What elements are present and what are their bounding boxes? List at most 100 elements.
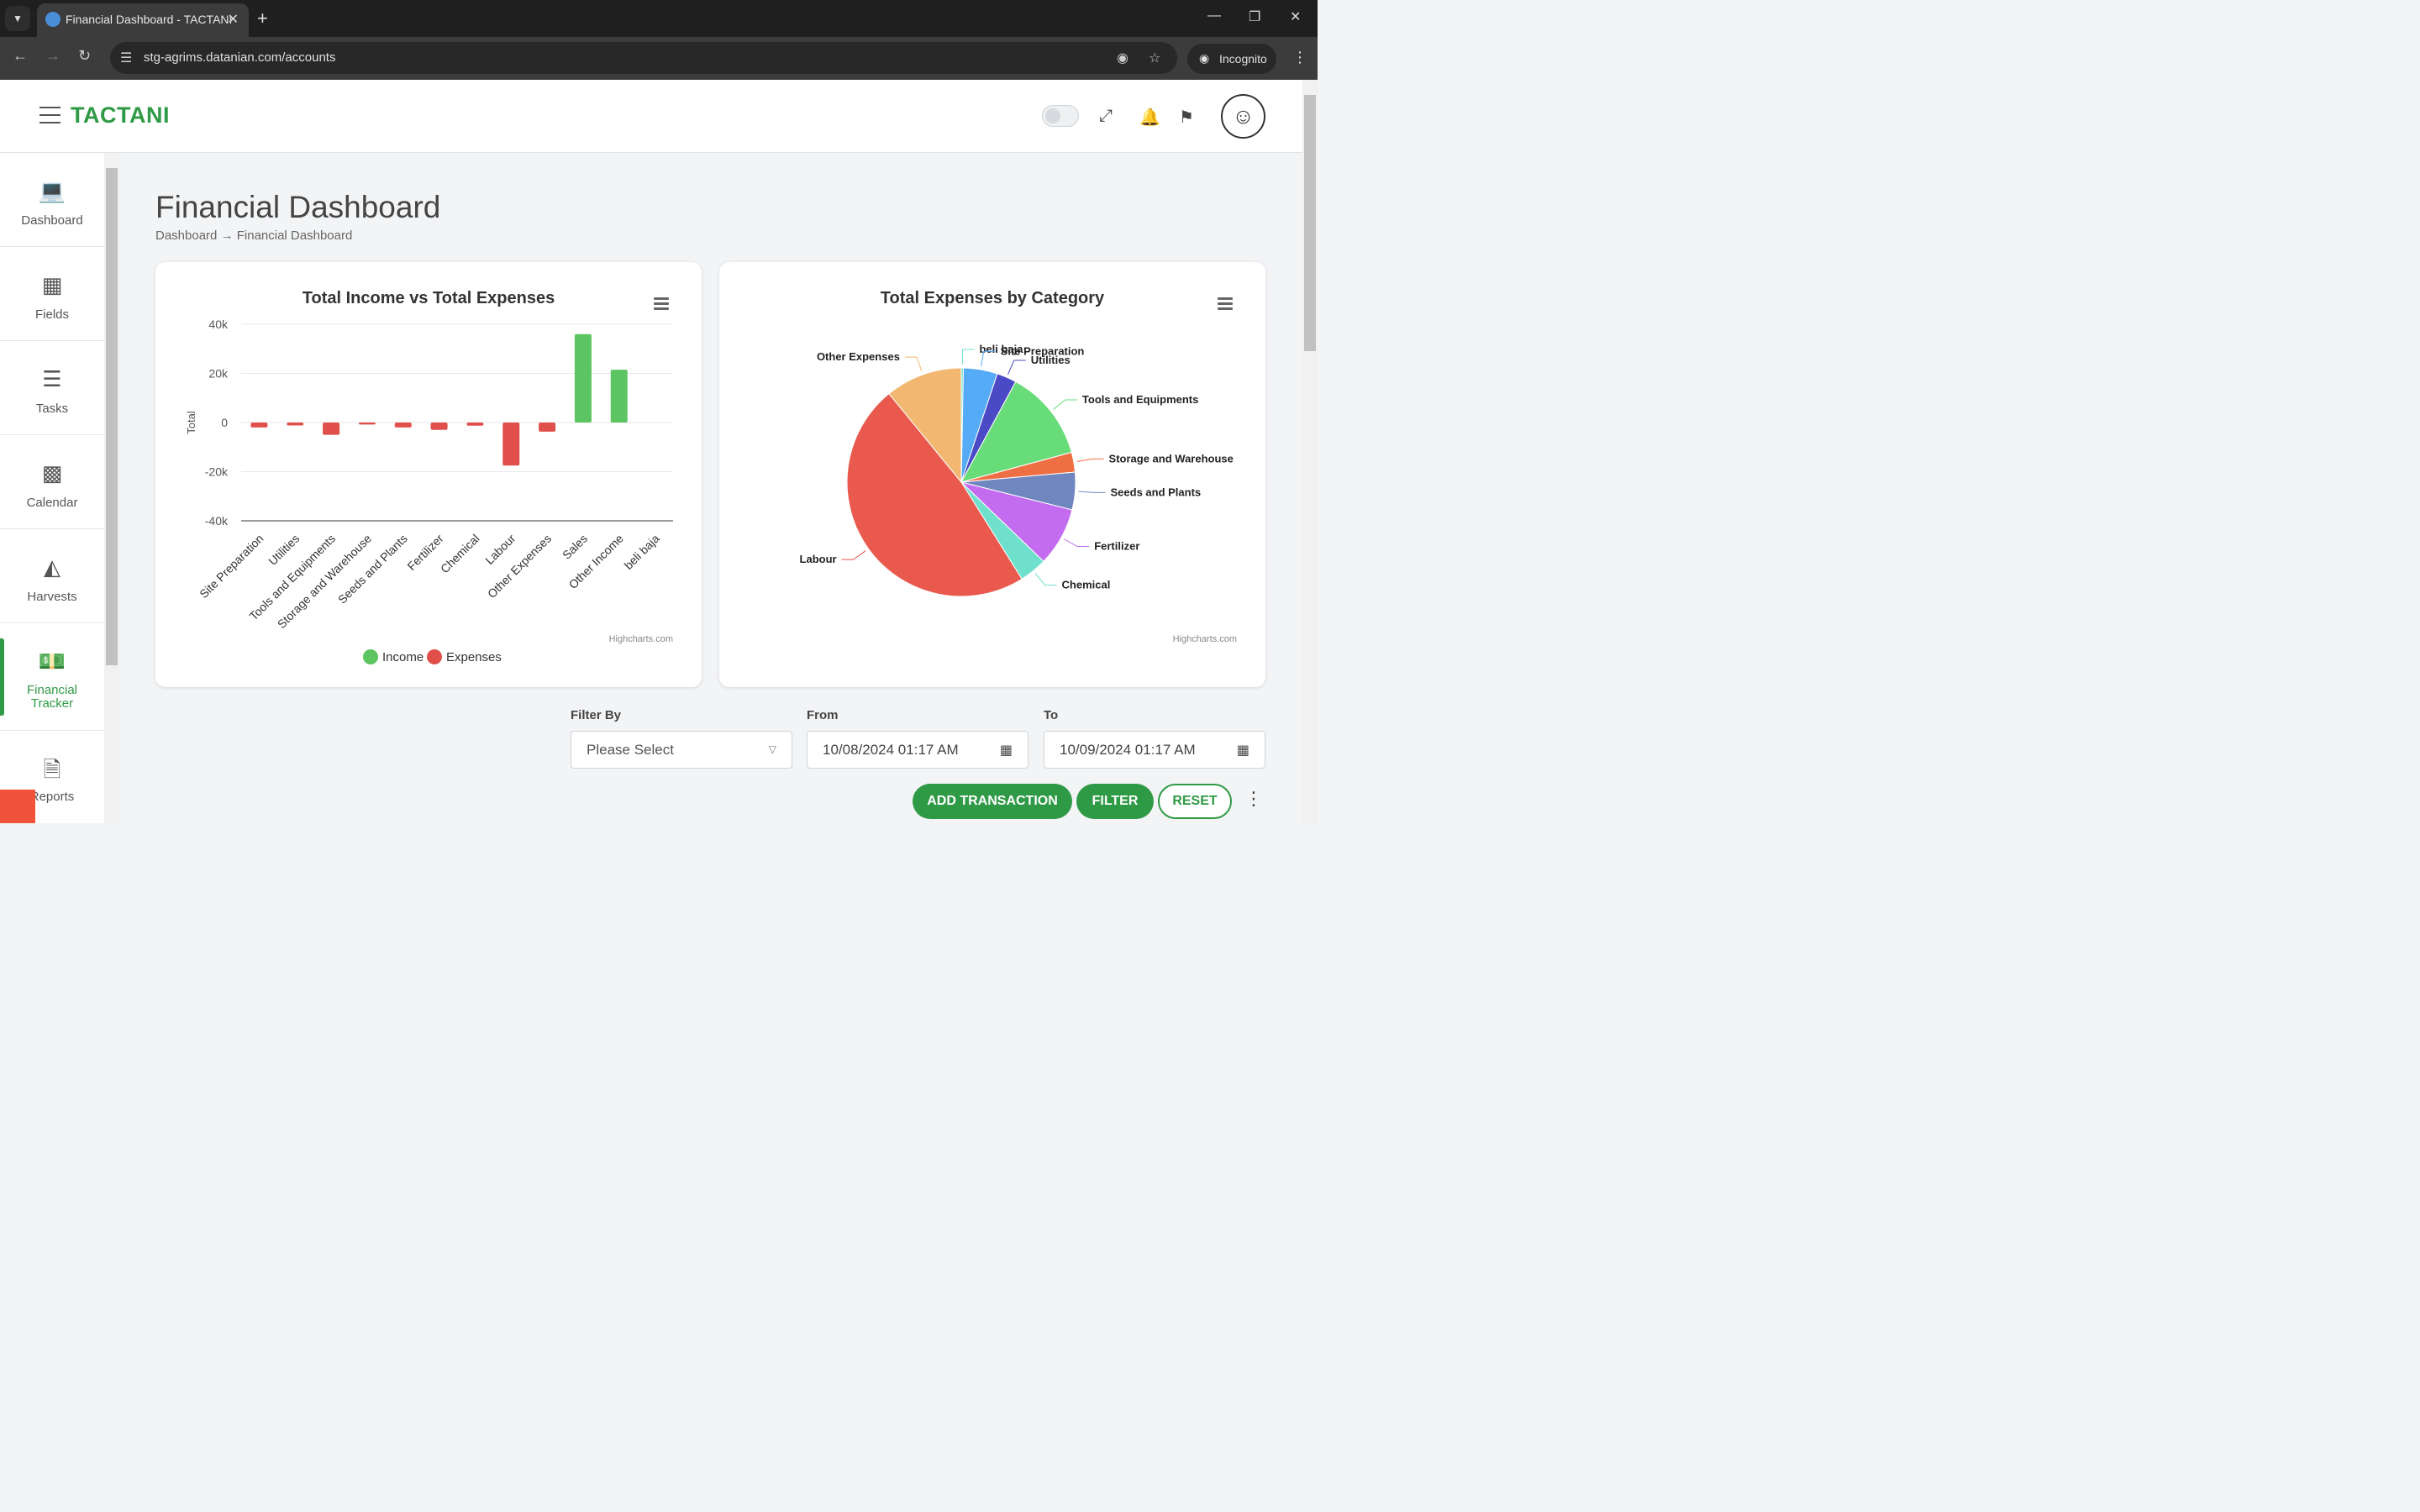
bar	[502, 423, 520, 466]
restore-icon[interactable]: ❐	[1249, 10, 1261, 24]
calendar-picker-icon[interactable]: ▦	[1236, 743, 1249, 758]
forward-icon[interactable]: →	[45, 47, 60, 64]
income-expenses-chart: Total Income vs Total Expenses 40k 20k 0 -20…	[185, 289, 673, 664]
minimize-icon[interactable]: —	[1207, 8, 1221, 23]
report-icon: 🗎	[43, 757, 61, 782]
filter-button[interactable]: FILTER	[1076, 784, 1154, 819]
chart-menu-line	[654, 302, 669, 305]
theme-toggle[interactable]	[1042, 105, 1079, 127]
new-tab-icon[interactable]: +	[257, 8, 268, 29]
from-datetime-input[interactable]: 10/08/2024 01:17 AM ▦	[807, 731, 1028, 769]
x-tick-label: Chemical	[438, 532, 482, 576]
breadcrumb-link-dashboard[interactable]: Dashboard	[155, 228, 218, 243]
eye-off-icon[interactable]: ◉	[1117, 51, 1128, 66]
sidebar-item-reports[interactable]: 🗎 Reports	[0, 731, 104, 825]
bar	[430, 423, 448, 430]
expenses-by-category-chart-card: Total Expenses by Category beli baja Site …	[719, 262, 1265, 687]
y-tick-label: 40k	[208, 318, 229, 331]
filter-by-selected-value: Please Select	[587, 742, 674, 758]
pie-label: Other Expenses	[817, 350, 900, 363]
pie-label: Seeds and Plants	[1111, 486, 1202, 498]
browser-menu-icon[interactable]: ⋮	[1292, 49, 1307, 66]
pie-connector	[1064, 538, 1090, 548]
add-transaction-button[interactable]: ADD TRANSACTION	[913, 784, 1072, 819]
browser-toolbar: ← → ↻ ☰ stg-agrims.datanian.com/accounts…	[0, 37, 1318, 80]
reset-button[interactable]: RESET	[1158, 784, 1232, 819]
more-options-icon[interactable]: ⋮	[1244, 788, 1263, 809]
money-icon: 💵	[38, 648, 66, 674]
sidebar-item-label: Harvests	[27, 590, 77, 604]
pie-label: Storage and Warehouse	[1109, 452, 1234, 465]
bar	[610, 370, 628, 423]
pie-connector	[961, 349, 975, 365]
from-label: From	[807, 708, 839, 722]
breadcrumb: Dashboard → Financial Dashboard	[155, 228, 352, 243]
chart-menu-line	[654, 307, 669, 310]
incognito-icon: ◉	[1199, 51, 1210, 65]
page-scrollbar-thumb[interactable]	[1304, 95, 1316, 351]
pie-connector	[1053, 399, 1077, 410]
sidebar-item-label: Dashboard	[21, 213, 83, 228]
sidebar-scrollbar[interactable]	[104, 153, 119, 823]
chart-menu-icon	[654, 297, 669, 310]
tab-search-button[interactable]: ▼	[5, 6, 30, 31]
pie-connector	[904, 356, 923, 372]
calendar-picker-icon[interactable]: ▦	[999, 743, 1013, 758]
map-icon[interactable]: ⚑	[1179, 108, 1194, 127]
back-icon[interactable]: ←	[13, 47, 28, 64]
tab-title: Financial Dashboard - TACTANI	[66, 13, 233, 26]
pie-label: Fertilizer	[1094, 540, 1139, 553]
x-tick-label: beli baja	[622, 532, 662, 572]
sidebar-item-label: Calendar	[26, 496, 78, 510]
pie-label: beli baja	[979, 343, 1023, 355]
pie-connector	[1007, 360, 1026, 375]
sidebar-item-calendar[interactable]: ▩ Calendar	[0, 435, 104, 529]
bar	[358, 423, 376, 425]
bell-icon[interactable]: 🔔	[1139, 108, 1160, 127]
bookmark-star-icon[interactable]: ☆	[1149, 51, 1161, 66]
fullscreen-icon[interactable]: ⤢	[1099, 107, 1113, 125]
pie-slice	[960, 381, 1072, 483]
reload-icon[interactable]: ↻	[78, 47, 92, 64]
laptop-icon: 💻	[38, 178, 66, 203]
filter-by-label: Filter By	[571, 708, 622, 722]
hamburger-menu-icon[interactable]	[39, 107, 60, 123]
sidebar-scrollbar-thumb[interactable]	[106, 168, 118, 665]
sidebar-item-tasks[interactable]: ☰ Tasks	[0, 341, 104, 435]
chart-credit: Highcharts.com	[609, 634, 673, 644]
x-tick-label: Seeds and Plants	[335, 532, 410, 606]
app-header: TACTANI ⤢ 🔔 ⚑ ☺	[0, 80, 1302, 153]
sidebar-item-harvests[interactable]: ◭ Harvests	[0, 529, 104, 623]
chevron-down-icon: ▼	[13, 13, 23, 24]
pie-slice	[888, 367, 962, 484]
to-datetime-input[interactable]: 10/09/2024 01:17 AM ▦	[1044, 731, 1265, 769]
url-text: stg-agrims.datanian.com/accounts	[144, 50, 336, 65]
legend-item: Income	[382, 650, 424, 664]
user-avatar[interactable]: ☺	[1221, 94, 1265, 139]
bar	[323, 423, 340, 435]
sidebar-item-dashboard[interactable]: 💻 Dashboard	[0, 153, 104, 247]
bar	[287, 423, 304, 426]
user-circle-icon: ☺	[1232, 103, 1255, 129]
filter-by-select[interactable]: Please Select ▽	[571, 731, 792, 769]
to-datetime-value: 10/09/2024 01:17 AM	[1060, 742, 1196, 758]
pie-connector	[1076, 458, 1104, 462]
sidebar-item-label: Reports	[29, 790, 75, 804]
sidebar-item-fields[interactable]: ▦ Fields	[0, 247, 104, 341]
page-scrollbar[interactable]	[1302, 80, 1318, 823]
y-tick-label: -40k	[205, 514, 229, 528]
task-list-icon: ☰	[42, 366, 62, 391]
incognito-badge[interactable]: ◉ Incognito	[1187, 44, 1276, 74]
debugbar-logo[interactable]	[0, 790, 35, 823]
close-window-icon[interactable]: ✕	[1290, 10, 1302, 24]
chart-menu-line	[1218, 297, 1233, 300]
arrow-right-icon: →	[220, 228, 237, 243]
pie-connector	[841, 550, 866, 560]
sidebar-item-financial-tracker[interactable]: 💵 Financial Tracker	[0, 623, 104, 731]
address-bar[interactable]: ☰ stg-agrims.datanian.com/accounts ◉ ☆	[110, 42, 1177, 74]
site-info-icon[interactable]: ☰	[120, 51, 133, 66]
y-tick-label: 20k	[208, 367, 229, 381]
browser-tab[interactable]: Financial Dashboard - TACTANI ✕	[37, 3, 249, 37]
bar	[394, 423, 412, 428]
close-tab-icon[interactable]: ✕	[227, 13, 239, 27]
